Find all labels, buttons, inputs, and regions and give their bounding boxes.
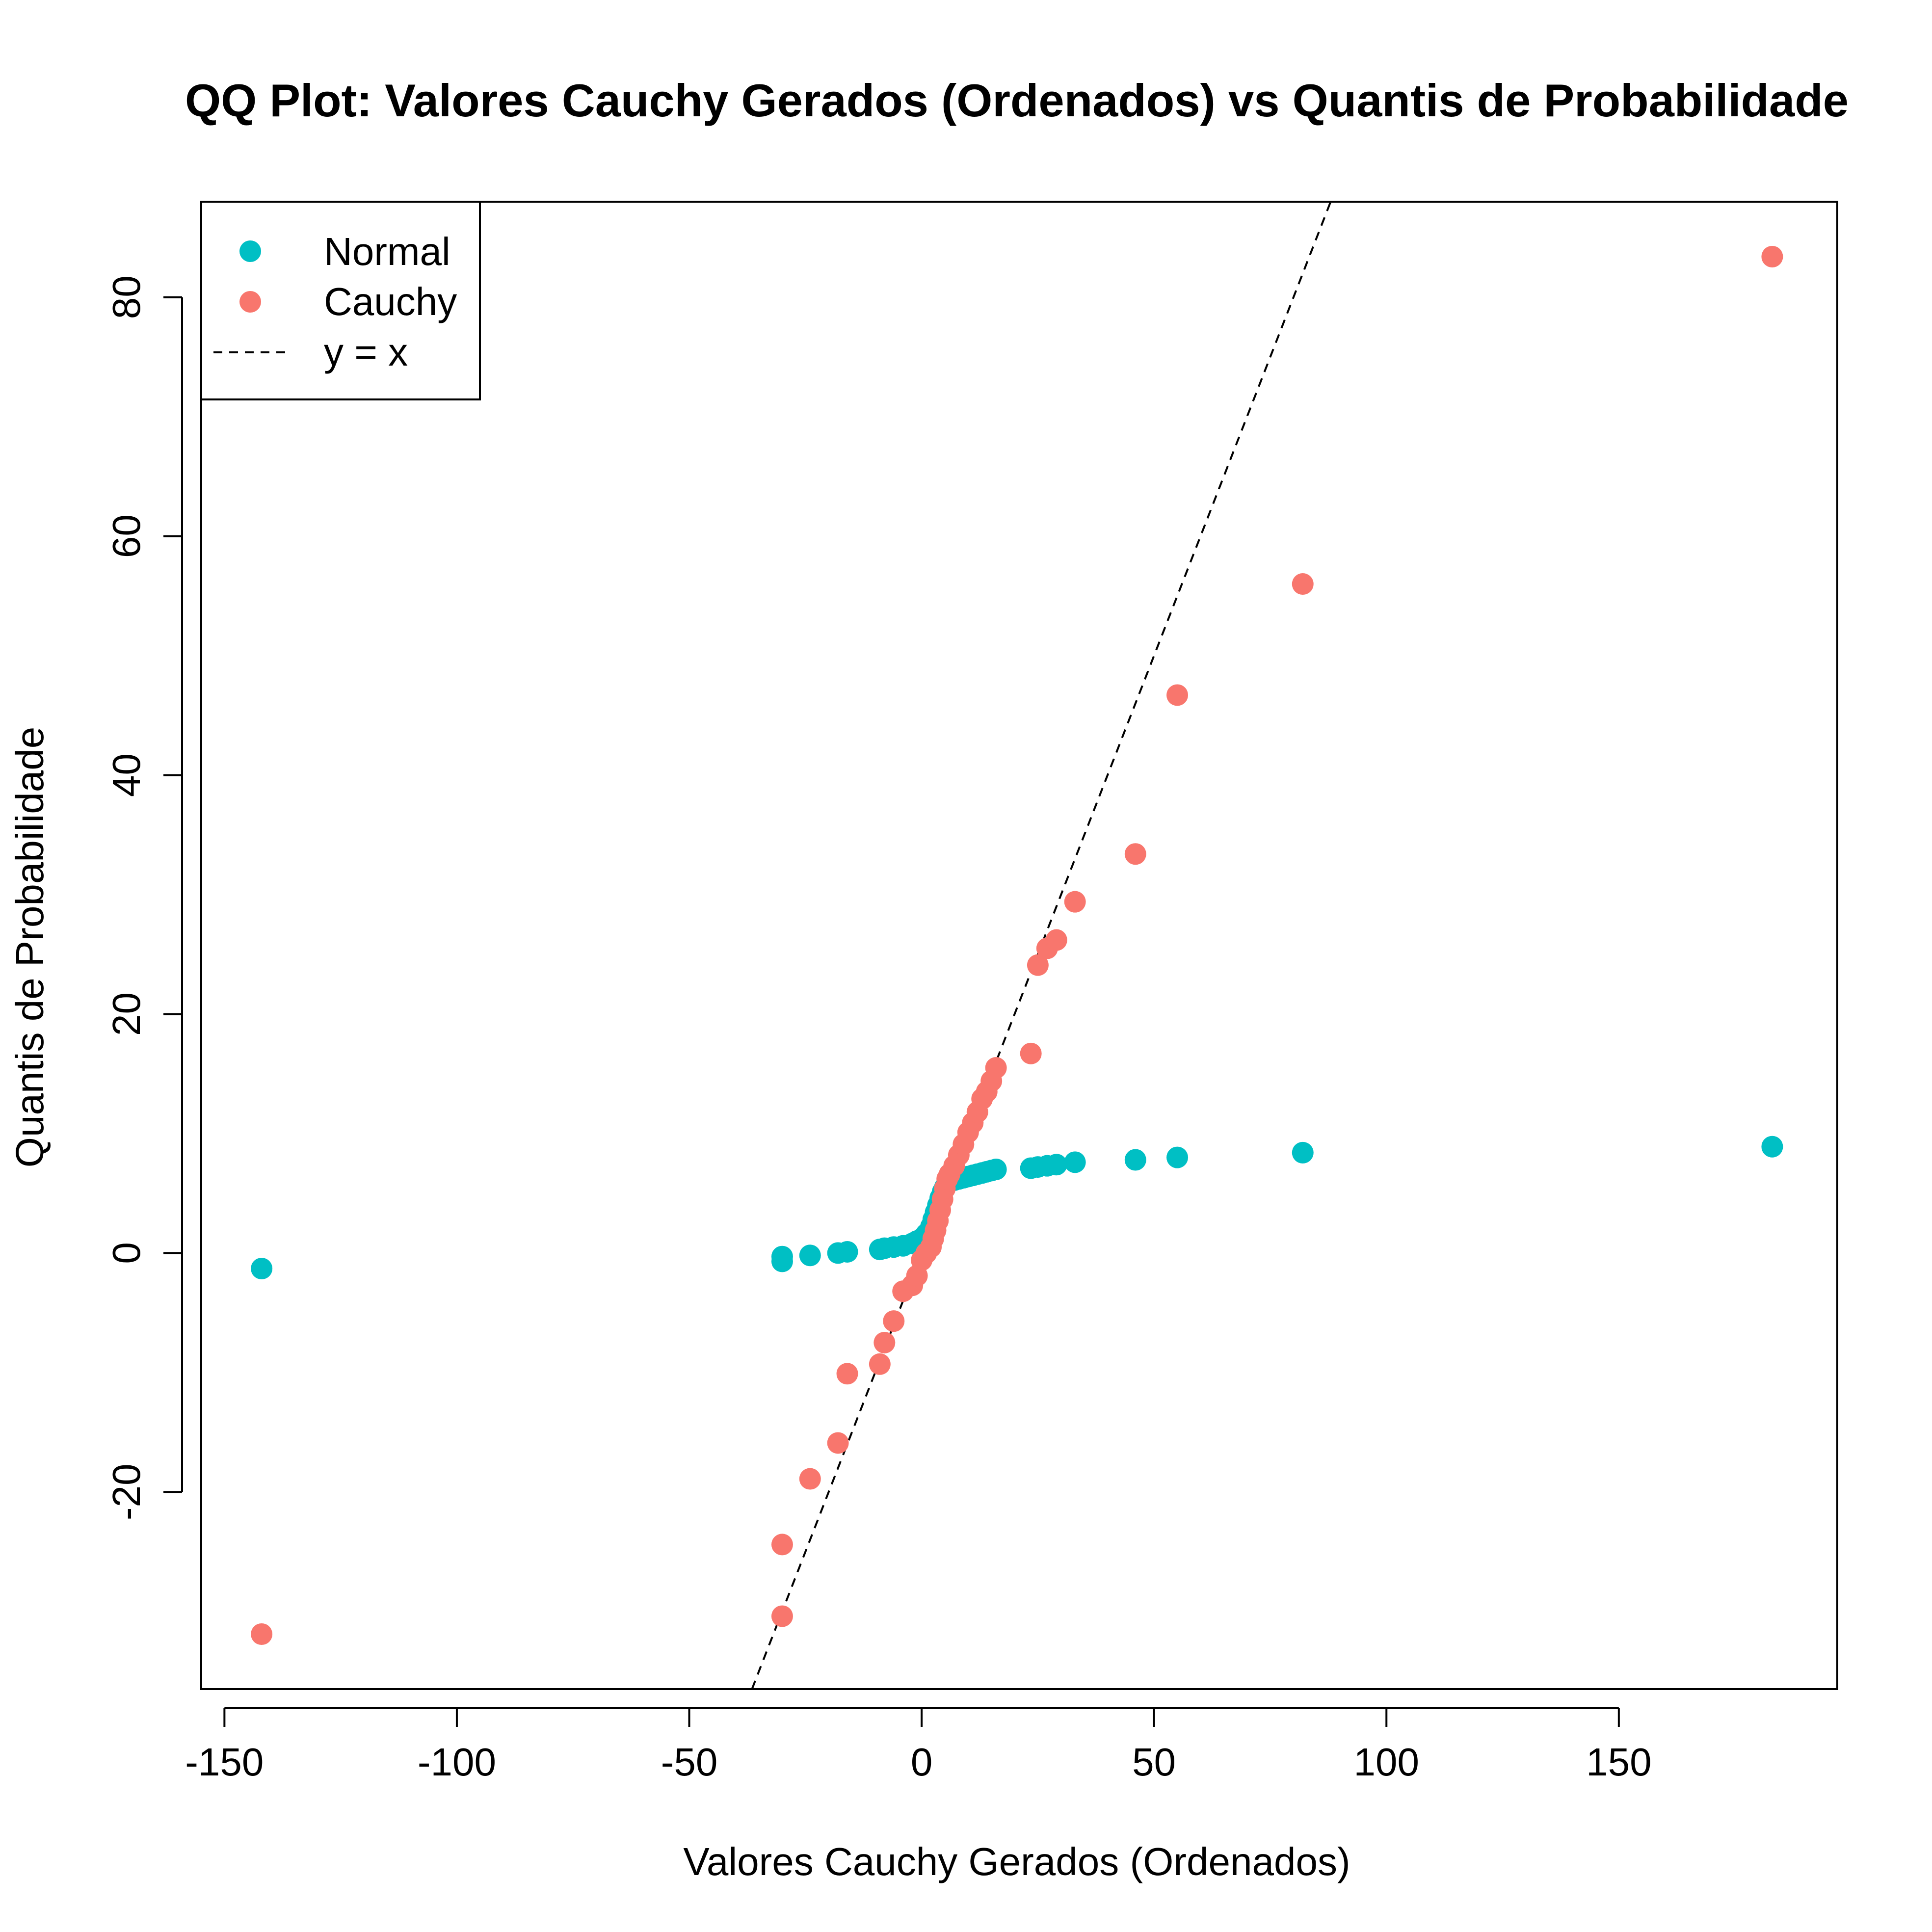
y-tick-label: 0 [105, 1242, 148, 1264]
legend-label-normal: Normal [324, 230, 450, 273]
point-normal [1064, 1151, 1086, 1173]
point-normal [1292, 1141, 1314, 1164]
series-cauchy [251, 245, 1783, 1645]
point-cauchy [836, 1363, 858, 1385]
point-cauchy [1292, 573, 1314, 595]
point-normal [1761, 1136, 1783, 1158]
point-cauchy [1166, 684, 1189, 706]
y-tick-label: 60 [105, 514, 148, 558]
plot-data-layer [251, 202, 1783, 1689]
point-cauchy [883, 1310, 905, 1332]
point-normal [771, 1245, 793, 1268]
point-cauchy [985, 1057, 1007, 1079]
legend-label-reference-line: y = x [324, 330, 408, 374]
point-cauchy [1064, 891, 1086, 913]
x-tick-label: 50 [1132, 1740, 1176, 1784]
x-tick-label: -150 [185, 1740, 264, 1784]
point-cauchy [1124, 843, 1146, 865]
point-cauchy [1761, 245, 1783, 267]
point-normal [836, 1241, 858, 1263]
point-cauchy [1045, 929, 1067, 951]
x-tick-label: 0 [911, 1740, 933, 1784]
plot-frame [200, 201, 1838, 1690]
point-cauchy [251, 1623, 273, 1645]
point-normal [1124, 1149, 1146, 1171]
legend-label-cauchy: Cauchy [324, 280, 457, 323]
point-normal [1045, 1154, 1067, 1176]
point-normal [251, 1258, 273, 1280]
point-cauchy [799, 1468, 821, 1490]
point-cauchy [827, 1432, 849, 1454]
point-cauchy [1020, 1042, 1042, 1064]
chart-title: QQ Plot: Valores Cauchy Gerados (Ordenad… [185, 75, 1849, 126]
point-cauchy [869, 1353, 891, 1375]
point-normal [985, 1158, 1007, 1180]
legend-marker-normal [239, 240, 261, 262]
point-normal [799, 1244, 821, 1267]
x-tick-label: -50 [661, 1740, 718, 1784]
axes-layer: -150 -100 -50 0 50 100 150 -20 0 20 40 60 80 [105, 201, 1838, 1784]
legend-marker-cauchy [239, 291, 261, 313]
y-tick-label: 40 [105, 753, 148, 797]
y-tick-label: 80 [105, 275, 148, 319]
x-tick-label: 100 [1354, 1740, 1419, 1784]
point-cauchy [873, 1331, 896, 1353]
y-tick-label: -20 [105, 1463, 148, 1520]
point-cauchy [771, 1534, 793, 1556]
x-axis-label: Valores Cauchy Gerados (Ordenados) [683, 1840, 1350, 1883]
legend: Normal Cauchy y = x [200, 201, 481, 400]
point-cauchy [1027, 954, 1049, 976]
y-axis-label: Quantis de Probabilidade [8, 727, 52, 1167]
x-tick-label: -100 [418, 1740, 496, 1784]
x-tick-label: 150 [1586, 1740, 1651, 1784]
point-normal [1166, 1146, 1189, 1168]
point-cauchy [771, 1605, 793, 1627]
y-tick-label: 20 [105, 992, 148, 1036]
